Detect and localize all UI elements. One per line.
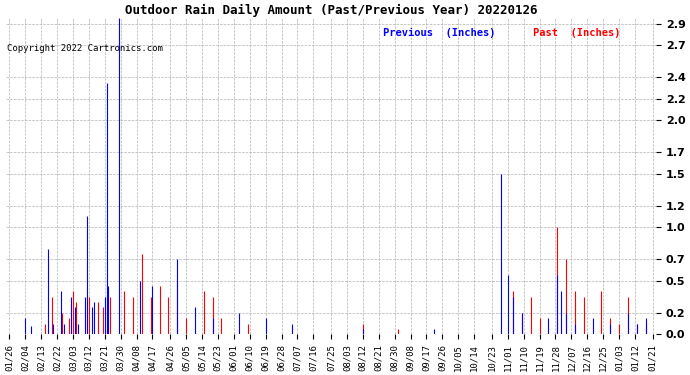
- Text: Previous  (Inches): Previous (Inches): [383, 28, 495, 38]
- Title: Outdoor Rain Daily Amount (Past/Previous Year) 20220126: Outdoor Rain Daily Amount (Past/Previous…: [125, 4, 538, 17]
- Text: Copyright 2022 Cartronics.com: Copyright 2022 Cartronics.com: [7, 44, 163, 52]
- Text: Past  (Inches): Past (Inches): [533, 28, 620, 38]
